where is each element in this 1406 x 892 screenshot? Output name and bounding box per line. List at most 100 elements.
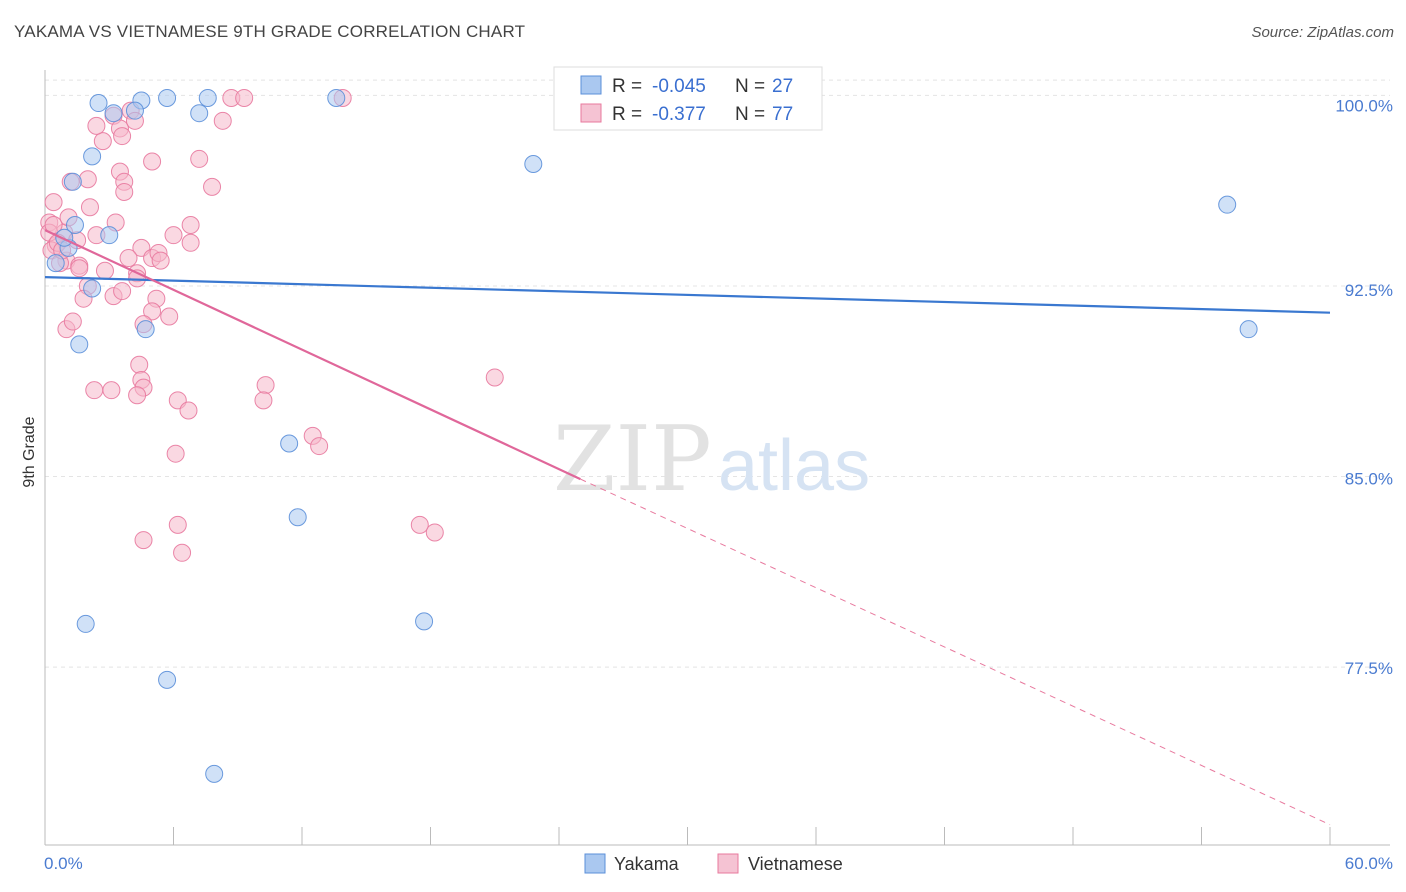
vietnamese-point-27 — [181, 216, 200, 234]
x-tick-label-1: 60.0% — [1345, 854, 1393, 873]
y-tick-label-1: 85.0% — [1345, 470, 1393, 489]
yakama-point-24 — [205, 764, 224, 783]
vietnamese-point-55 — [310, 437, 329, 456]
vietnamese-point-4 — [113, 127, 132, 146]
legend-n-value-vietnamese: 77 — [772, 104, 793, 125]
legend-n-value-yakama: 27 — [772, 76, 793, 97]
legend-r-label-1: R = — [612, 76, 642, 97]
vietnamese-point-47 — [102, 381, 121, 400]
yakama-point-10 — [70, 335, 89, 354]
vietnamese-point-16 — [44, 193, 63, 212]
trend-lines — [44, 229, 1331, 826]
vietnamese-point-56 — [168, 515, 187, 534]
vietnamese-point-39 — [160, 307, 179, 326]
vietnamese-point-63 — [190, 149, 209, 168]
legend-n-label-1: N = — [735, 76, 765, 97]
x-tick-label-0: 0.0% — [44, 854, 83, 873]
vietnamese-point-75 — [87, 116, 106, 135]
yakama-point-14 — [158, 88, 177, 107]
yakama-points — [46, 88, 1258, 783]
bottom-legend-swatch-yakama — [584, 853, 606, 874]
yakama-point-20 — [288, 508, 307, 527]
vietnamese-point-69 — [151, 251, 170, 270]
vietnamese-point-51 — [254, 391, 273, 410]
legend-swatch-vietnamese — [580, 103, 602, 123]
vietnamese-point-28 — [164, 226, 183, 245]
vietnamese-point-58 — [173, 543, 192, 562]
vietnamese-point-60 — [425, 523, 444, 542]
yakama-point-12 — [190, 104, 209, 123]
vietnamese-point-5 — [213, 111, 232, 130]
vietnamese-point-49 — [179, 401, 198, 420]
yakama-point-11 — [136, 320, 155, 339]
vietnamese-points — [40, 88, 504, 562]
yakama-point-15 — [327, 88, 346, 107]
watermark: ZIP atlas — [553, 407, 870, 512]
source-label: Source: ZipAtlas.com — [1251, 24, 1394, 41]
legend-r-value-yakama: -0.045 — [652, 76, 706, 97]
watermark-zip: ZIP — [553, 407, 712, 512]
x-tick-labels: 0.0% 60.0% — [44, 854, 1393, 873]
y-axis-label: 9th Grade — [21, 416, 38, 487]
yakama-point-3 — [104, 104, 123, 123]
legend-swatch-yakama — [580, 75, 602, 95]
vietnamese-point-38 — [143, 302, 162, 321]
vietnamese-point-50 — [256, 376, 275, 395]
bottom-legend-swatch-vietnamese — [717, 853, 739, 874]
yakama-point-26 — [55, 228, 74, 247]
yakama-point-2 — [125, 101, 144, 120]
yakama-point-19 — [280, 434, 299, 453]
vietnamese-trend-line — [44, 229, 581, 481]
vietnamese-point-45 — [128, 386, 147, 405]
yakama-point-5 — [63, 172, 82, 191]
vietnamese-point-14 — [80, 198, 99, 217]
vietnamese-point-68 — [235, 88, 254, 107]
legend-box: R = -0.045 N = 27 R = -0.377 N = 77 — [553, 66, 823, 131]
yakama-point-9 — [83, 279, 102, 298]
y-tick-label-3: 100.0% — [1335, 96, 1393, 115]
watermark-atlas: atlas — [718, 426, 870, 506]
vietnamese-point-64 — [113, 282, 132, 301]
vietnamese-point-13 — [203, 177, 222, 196]
vietnamese-point-10 — [78, 170, 97, 189]
yakama-point-22 — [415, 612, 434, 631]
vietnamese-point-2 — [93, 132, 112, 151]
vietnamese-point-8 — [143, 152, 162, 171]
yakama-point-18 — [1239, 320, 1258, 339]
yakama-point-16 — [524, 155, 543, 174]
vietnamese-trend-extension — [580, 478, 1331, 826]
legend-r-value-vietnamese: -0.377 — [652, 104, 706, 125]
y-tick-label-0: 77.5% — [1345, 659, 1393, 678]
axes — [44, 70, 1390, 846]
bottom-legend: Yakama Vietnamese — [584, 853, 843, 874]
vietnamese-point-71 — [181, 233, 200, 252]
chart-title: YAKAMA VS VIETNAMESE 9TH GRADE CORRELATI… — [14, 22, 526, 41]
vietnamese-point-46 — [85, 381, 104, 400]
vietnamese-point-32 — [119, 249, 138, 268]
vietnamese-point-42 — [130, 355, 149, 374]
legend-n-label-2: N = — [735, 104, 765, 125]
y-tick-label-2: 92.5% — [1345, 281, 1393, 300]
yakama-point-25 — [65, 216, 84, 234]
yakama-trend-line — [44, 275, 1331, 314]
vietnamese-point-74 — [115, 182, 134, 201]
y-tick-labels: 77.5% 85.0% 92.5% 100.0% — [1335, 96, 1393, 678]
yakama-point-0 — [89, 94, 108, 113]
vietnamese-point-57 — [134, 531, 153, 550]
yakama-point-4 — [83, 147, 102, 166]
yakama-point-8 — [46, 254, 65, 273]
vietnamese-point-52 — [485, 368, 504, 387]
bottom-legend-label-yakama: Yakama — [614, 854, 680, 874]
vietnamese-point-53 — [166, 444, 185, 463]
yakama-point-13 — [198, 88, 217, 107]
grid-lines — [45, 79, 1390, 668]
vietnamese-point-73 — [70, 259, 89, 278]
yakama-point-21 — [76, 614, 95, 633]
vietnamese-point-70 — [95, 261, 114, 280]
yakama-point-23 — [158, 670, 177, 689]
legend-r-label-2: R = — [612, 104, 642, 125]
vietnamese-point-59 — [410, 515, 429, 534]
yakama-point-17 — [1218, 195, 1237, 214]
bottom-legend-label-vietnamese: Vietnamese — [748, 854, 843, 874]
